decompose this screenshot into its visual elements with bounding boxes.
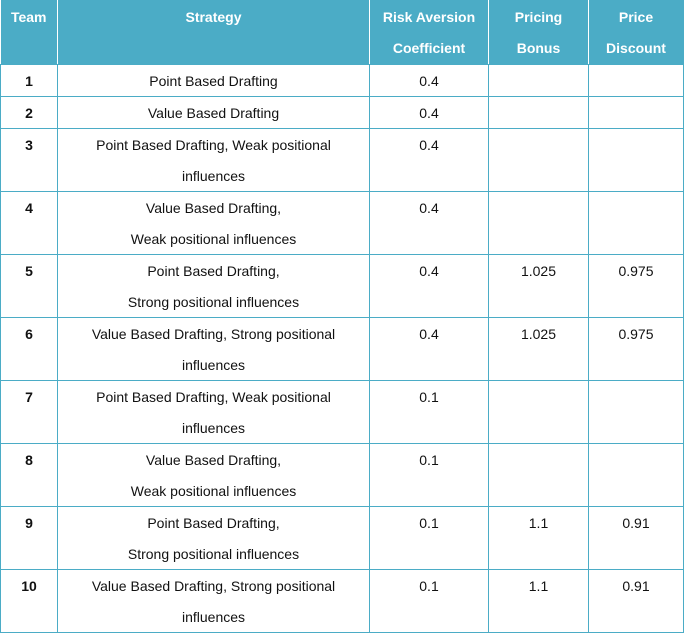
- price-discount-value: 0.975: [588, 254, 684, 318]
- strategy-line1: Point Based Drafting, Weak positional: [96, 389, 331, 405]
- table-header: Team Strategy Risk Aversion Coefficient …: [0, 0, 684, 65]
- table-row: 7 Point Based Drafting, Weak positional in…: [0, 380, 684, 444]
- risk-aversion-value: 0.1: [369, 569, 489, 633]
- strategy-line2: influences: [181, 168, 246, 184]
- header-team: Team: [0, 0, 58, 65]
- table-row: 9 Point Based Drafting, Strong positional …: [0, 506, 684, 570]
- price-discount-value: [588, 96, 684, 129]
- strategy-line1: Point Based Drafting,: [147, 515, 280, 531]
- team-number: 10: [0, 569, 58, 633]
- risk-aversion-value: 0.4: [369, 254, 489, 318]
- table-row: 1 Point Based Drafting 0.4: [0, 64, 684, 97]
- strategy-line2: Strong positional influences: [127, 294, 300, 310]
- strategy-cell: Point Based Drafting, Weak positional inf…: [57, 380, 370, 444]
- team-number: 5: [0, 254, 58, 318]
- pricing-bonus-value: 1.025: [488, 317, 589, 381]
- table-row: 3 Point Based Drafting, Weak positional in…: [0, 128, 684, 192]
- price-discount-value: [588, 64, 684, 97]
- pricing-bonus-value: [488, 64, 589, 97]
- strategy-cell: Point Based Drafting: [57, 64, 370, 97]
- strategy-line1: Point Based Drafting: [149, 73, 278, 89]
- header-pricing-bonus: Pricing Bonus: [488, 0, 589, 65]
- header-risk-line1: Risk Aversion: [382, 9, 476, 25]
- risk-aversion-value: 0.4: [369, 191, 489, 255]
- header-discount-line1: Price: [618, 9, 654, 25]
- risk-aversion-value: 0.1: [369, 380, 489, 444]
- pricing-bonus-value: 1.1: [488, 569, 589, 633]
- team-number: 1: [0, 64, 58, 97]
- strategy-line2: influences: [181, 357, 246, 373]
- team-number: 3: [0, 128, 58, 192]
- header-strategy: Strategy: [57, 0, 370, 65]
- strategy-line1: Value Based Drafting, Strong positional: [91, 578, 336, 594]
- price-discount-value: [588, 443, 684, 507]
- table-row: 10 Value Based Drafting, Strong positiona…: [0, 569, 684, 633]
- team-number: 9: [0, 506, 58, 570]
- strategy-line2: Weak positional influences: [130, 483, 297, 499]
- header-bonus-line2: Bonus: [516, 40, 561, 56]
- risk-aversion-value: 0.4: [369, 317, 489, 381]
- risk-aversion-value: 0.4: [369, 128, 489, 192]
- strategy-line1: Value Based Drafting,: [145, 452, 282, 468]
- pricing-bonus-value: 1.025: [488, 254, 589, 318]
- table-row: 8 Value Based Drafting, Weak positional in…: [0, 443, 684, 507]
- strategy-cell: Point Based Drafting, Strong positional i…: [57, 254, 370, 318]
- header-risk-line2: Coefficient: [392, 40, 466, 56]
- strategy-cell: Value Based Drafting, Weak positional inf…: [57, 191, 370, 255]
- strategy-line2: influences: [181, 609, 246, 625]
- strategy-line1: Point Based Drafting, Weak positional: [96, 137, 331, 153]
- strategy-line2: influences: [181, 420, 246, 436]
- pricing-bonus-value: [488, 128, 589, 192]
- team-number: 8: [0, 443, 58, 507]
- strategy-cell: Point Based Drafting, Weak positional inf…: [57, 128, 370, 192]
- price-discount-value: [588, 128, 684, 192]
- header-bonus-line1: Pricing: [514, 9, 563, 25]
- risk-aversion-value: 0.1: [369, 506, 489, 570]
- price-discount-value: 0.975: [588, 317, 684, 381]
- pricing-bonus-value: 1.1: [488, 506, 589, 570]
- strategy-line1: Value Based Drafting, Strong positional: [91, 326, 336, 342]
- table-row: 5 Point Based Drafting, Strong positional …: [0, 254, 684, 318]
- risk-aversion-value: 0.4: [369, 64, 489, 97]
- team-number: 7: [0, 380, 58, 444]
- table-row: 4 Value Based Drafting, Weak positional in…: [0, 191, 684, 255]
- table-row: 2 Value Based Drafting 0.4: [0, 96, 684, 129]
- strategy-line1: Value Based Drafting: [147, 105, 280, 121]
- price-discount-value: [588, 380, 684, 444]
- strategy-line1: Point Based Drafting,: [147, 263, 280, 279]
- table-body: 1 Point Based Drafting 0.4 2 Value Based Dra…: [0, 64, 684, 633]
- team-number: 2: [0, 96, 58, 129]
- team-number: 4: [0, 191, 58, 255]
- pricing-bonus-value: [488, 96, 589, 129]
- pricing-bonus-value: [488, 380, 589, 444]
- strategy-cell: Value Based Drafting: [57, 96, 370, 129]
- pricing-bonus-value: [488, 443, 589, 507]
- strategy-line2: Weak positional influences: [130, 231, 297, 247]
- pricing-bonus-value: [488, 191, 589, 255]
- header-risk-aversion: Risk Aversion Coefficient: [369, 0, 489, 65]
- strategy-line1: Value Based Drafting,: [145, 200, 282, 216]
- risk-aversion-value: 0.1: [369, 443, 489, 507]
- table-row: 6 Value Based Drafting, Strong positional…: [0, 317, 684, 381]
- strategy-cell: Value Based Drafting, Weak positional inf…: [57, 443, 370, 507]
- strategy-line2: Strong positional influences: [127, 546, 300, 562]
- strategy-cell: Point Based Drafting, Strong positional i…: [57, 506, 370, 570]
- header-discount-line2: Discount: [606, 40, 666, 56]
- price-discount-value: 0.91: [588, 506, 684, 570]
- price-discount-value: 0.91: [588, 569, 684, 633]
- strategy-cell: Value Based Drafting, Strong positional i…: [57, 569, 370, 633]
- price-discount-value: [588, 191, 684, 255]
- header-row: Team Strategy Risk Aversion Coefficient …: [0, 0, 684, 65]
- team-number: 6: [0, 317, 58, 381]
- header-price-discount: Price Discount: [588, 0, 684, 65]
- risk-aversion-value: 0.4: [369, 96, 489, 129]
- strategy-cell: Value Based Drafting, Strong positional i…: [57, 317, 370, 381]
